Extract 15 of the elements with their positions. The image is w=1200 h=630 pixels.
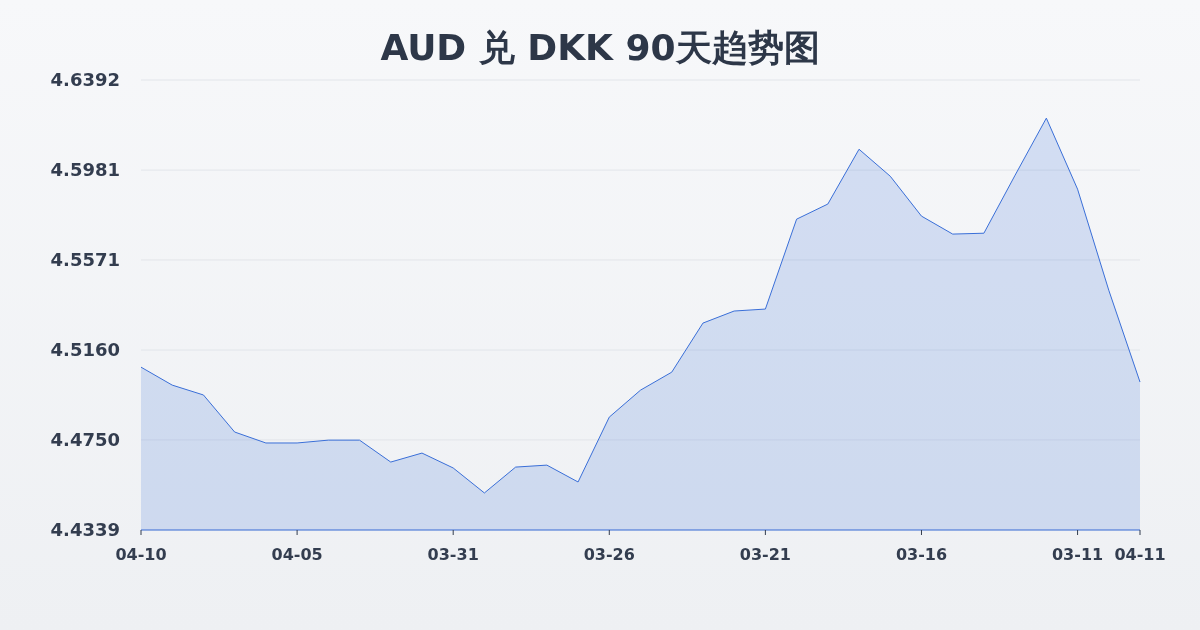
x-tick-label: 03-11 [1051,545,1104,564]
x-tick-label: 03-26 [583,545,635,564]
y-tick-label: 4.5160 [50,339,120,361]
x-tick-label: 04-11 [1114,545,1166,564]
x-tick-label: 03-21 [739,545,791,564]
x-tick-label: 03-31 [427,545,479,564]
y-tick-label: 4.5981 [50,159,120,181]
y-tick-label: 4.4339 [50,519,120,541]
y-tick-label: 4.6392 [50,69,120,91]
x-tick-label: 03-16 [895,545,948,564]
x-tick-label: 04-10 [115,545,167,564]
y-tick-label: 4.5571 [50,249,120,271]
x-tick-label: 04-05 [271,545,323,564]
chart-title: AUD 兑 DKK 90天趋势图 [380,27,820,68]
y-tick-label: 4.4750 [50,429,120,451]
